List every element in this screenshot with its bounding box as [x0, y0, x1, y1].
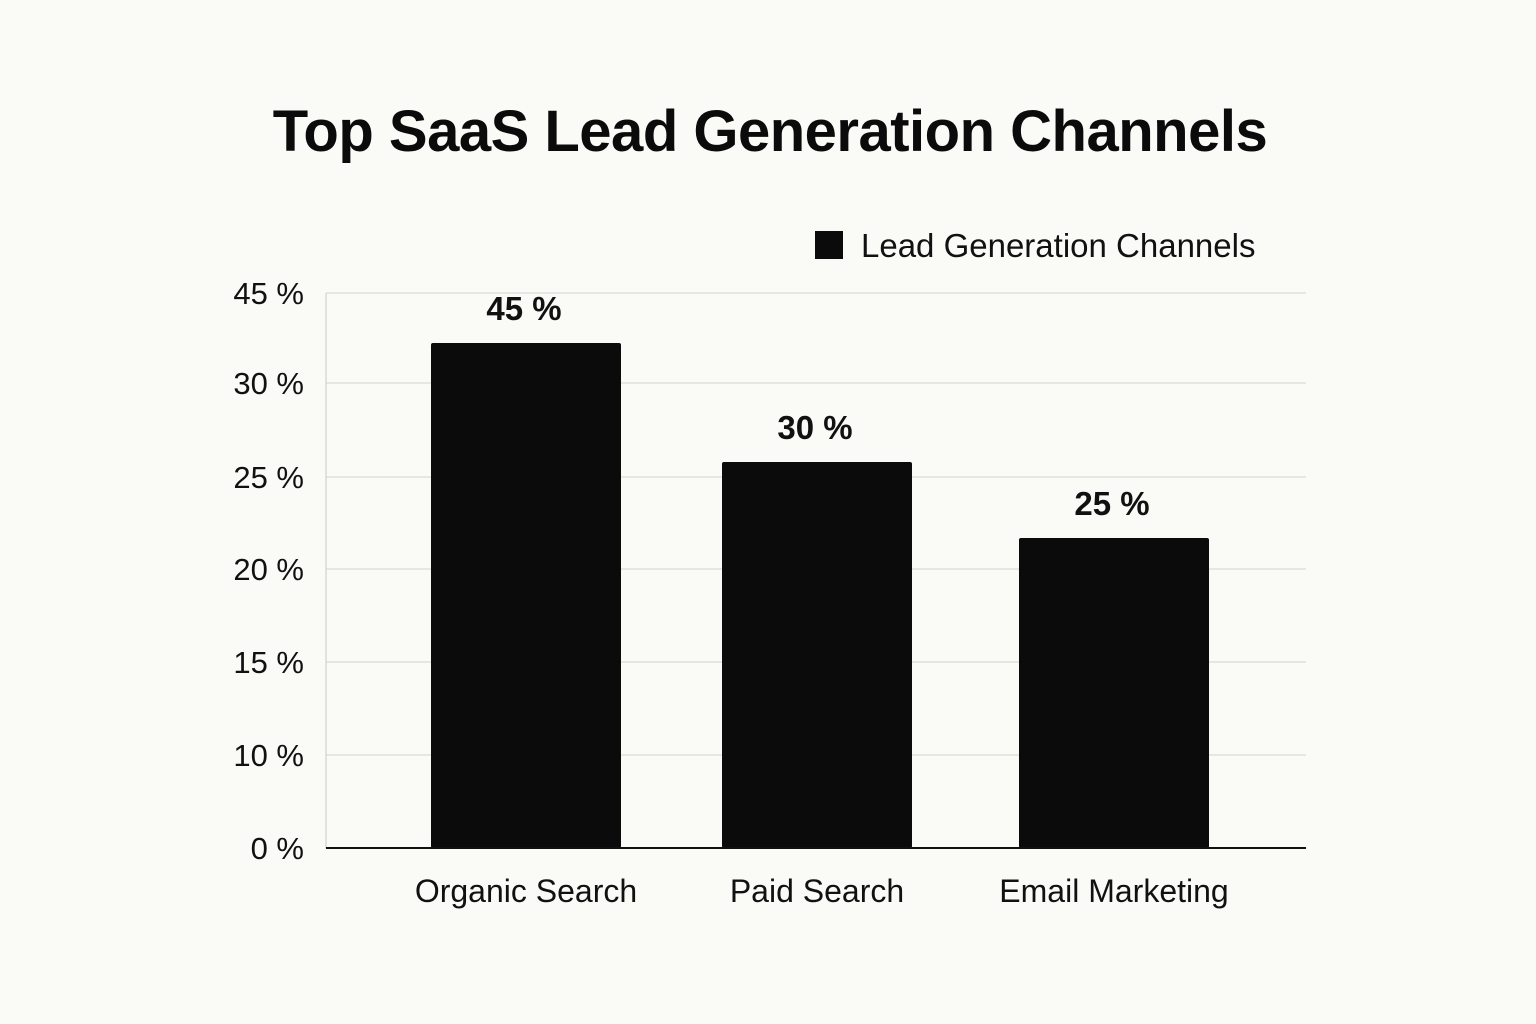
y-tick-label: 0 % [251, 831, 304, 866]
y-tick-label: 45 % [233, 276, 304, 311]
legend: Lead Generation Channels [815, 227, 1255, 264]
category-label: Email Marketing [999, 873, 1228, 909]
legend-label: Lead Generation Channels [861, 227, 1255, 264]
category-label: Organic Search [415, 873, 637, 909]
data-label: 25 % [1074, 485, 1149, 522]
axes [325, 293, 1306, 849]
bar [1019, 538, 1209, 848]
y-tick-label: 10 % [233, 738, 304, 773]
y-tick-label: 30 % [233, 366, 304, 401]
y-tick-label: 15 % [233, 645, 304, 680]
labels: 0 % 10 % 15 % 20 % 25 % 30 % 45 % 45 % Organic S… [233, 276, 1228, 909]
y-tick-label: 20 % [233, 552, 304, 587]
bar [722, 462, 912, 848]
legend-swatch [815, 231, 843, 259]
category-label: Paid Search [730, 873, 904, 909]
bar [431, 343, 621, 848]
y-tick-label: 25 % [233, 460, 304, 495]
chart-title: Top SaaS Lead Generation Channels [272, 99, 1268, 164]
data-label: 30 % [777, 409, 852, 446]
data-label: 45 % [486, 290, 561, 327]
bars [431, 343, 1209, 848]
